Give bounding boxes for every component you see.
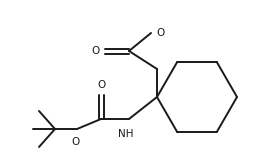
Text: NH: NH <box>118 129 134 139</box>
Text: O: O <box>156 28 164 38</box>
Text: O: O <box>97 80 105 90</box>
Text: O: O <box>92 46 100 56</box>
Text: O: O <box>71 137 79 147</box>
